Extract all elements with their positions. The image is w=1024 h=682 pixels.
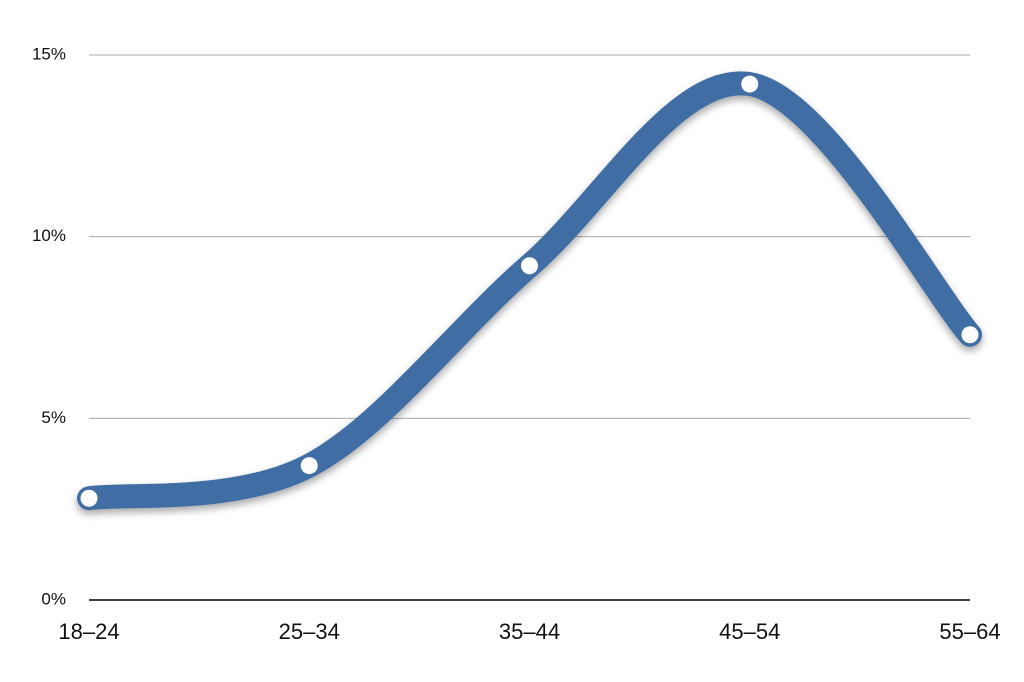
y-tick-label: 10% xyxy=(32,226,66,245)
x-tick-label: 55–64 xyxy=(939,619,1000,644)
y-tick-label: 0% xyxy=(41,589,66,608)
point-marker xyxy=(80,489,98,507)
y-tick-label: 15% xyxy=(32,44,66,63)
point-marker xyxy=(741,75,759,93)
series-line xyxy=(77,71,982,511)
x-tick-label: 45–54 xyxy=(719,619,780,644)
point-marker xyxy=(300,457,318,475)
point-marker xyxy=(521,257,538,275)
x-tick-label: 18–24 xyxy=(58,619,119,644)
y-tick-label: 5% xyxy=(41,408,66,427)
x-tick-label: 35–44 xyxy=(499,619,560,644)
x-tick-label: 25–34 xyxy=(279,619,340,644)
point-marker xyxy=(961,326,979,344)
